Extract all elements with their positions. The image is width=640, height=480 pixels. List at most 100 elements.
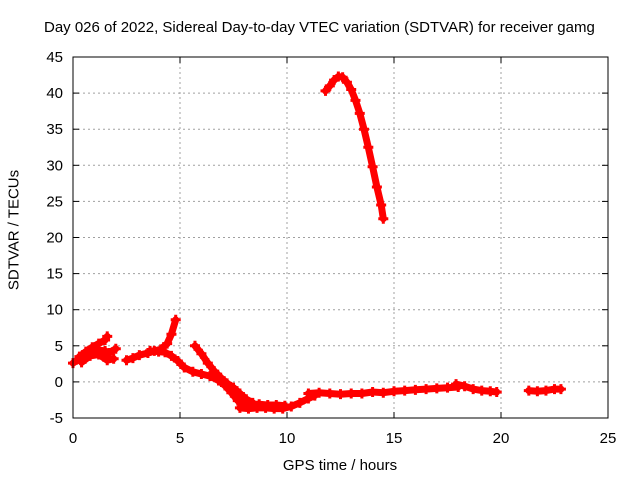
data-point-marker: [166, 329, 177, 340]
x-tick-label: 15: [386, 430, 403, 447]
data-point-marker: [350, 95, 361, 106]
data-point-marker: [451, 379, 462, 390]
y-tick-label: 45: [46, 49, 63, 66]
x-tick-label: 20: [493, 430, 510, 447]
data-point-marker: [162, 338, 173, 349]
data-point-marker: [320, 85, 331, 96]
data-point-marker: [346, 84, 357, 95]
data-point-marker: [341, 77, 352, 88]
plot-frame: [72, 56, 609, 419]
data-point-marker: [371, 181, 382, 192]
data-point-marker: [410, 384, 421, 395]
data-point-marker: [85, 350, 96, 361]
data-point-marker: [359, 124, 370, 135]
data-point-marker: [459, 381, 470, 392]
data-point-marker: [134, 350, 145, 361]
data-point-marker: [324, 80, 335, 91]
data-point-marker: [378, 387, 389, 398]
data-point-marker: [145, 345, 156, 356]
data-point-marker: [431, 383, 442, 394]
data-point-marker: [367, 387, 378, 398]
data-point-marker: [523, 385, 534, 396]
data-point-marker: [241, 394, 252, 405]
x-tick-label: 0: [69, 430, 77, 447]
data-point-marker: [389, 386, 399, 397]
x-tick-label: 25: [600, 430, 617, 447]
data-point-marker: [209, 366, 220, 377]
data-series-band: [191, 342, 257, 407]
data-point-marker: [356, 388, 367, 399]
y-axis-label: SDTVAR / TECUs: [5, 169, 23, 291]
data-point-marker: [93, 349, 104, 360]
data-point-marker: [367, 161, 378, 172]
y-tick-label: 25: [46, 193, 63, 210]
data-point-marker: [399, 385, 410, 396]
data-point-marker: [346, 388, 357, 399]
x-tick-label: 10: [279, 430, 296, 447]
y-tick-label: 40: [46, 85, 63, 102]
data-point-marker: [294, 397, 305, 408]
data-point-marker: [354, 108, 365, 119]
data-point-marker: [196, 348, 207, 359]
data-point-marker: [102, 331, 113, 342]
data-point-marker: [335, 389, 346, 400]
data-point-marker: [262, 400, 273, 411]
data-point-marker: [234, 388, 245, 399]
data-point-marker: [179, 362, 190, 373]
data-point-marker: [279, 400, 290, 411]
grid-lines: [73, 57, 608, 418]
y-tick-label: -5: [50, 410, 63, 427]
y-tick-label: 0: [55, 374, 63, 391]
data-point-marker: [108, 353, 119, 364]
data-point-marker: [376, 200, 387, 211]
data-point-marker: [234, 402, 245, 413]
data-point-marker: [254, 399, 265, 410]
data-point-marker: [337, 72, 348, 83]
data-point-marker: [204, 371, 215, 382]
y-tick-label: 10: [46, 302, 63, 319]
data-point-marker: [468, 384, 479, 395]
data-point-marker: [363, 142, 374, 153]
data-point-marker: [170, 314, 181, 325]
data-point-marker: [127, 353, 138, 364]
y-tick-label: 15: [46, 266, 63, 283]
y-tick-label: 30: [46, 157, 63, 174]
data-point-marker: [160, 347, 171, 358]
data-point-marker: [196, 368, 207, 379]
data-point-marker: [215, 372, 226, 383]
data-point-marker: [555, 384, 566, 395]
data-point-marker: [232, 395, 243, 406]
data-point-marker: [421, 384, 432, 395]
data-point-marker: [245, 399, 256, 410]
data-point-marker: [476, 385, 487, 396]
data-point-marker: [172, 355, 183, 366]
data-point-marker: [442, 382, 453, 393]
data-point-marker: [93, 338, 104, 349]
data-point-marker: [202, 358, 213, 369]
data-point-marker: [187, 366, 198, 377]
data-point-marker: [121, 355, 132, 366]
data-series: [68, 71, 566, 414]
data-point-marker: [228, 382, 239, 393]
data-point-marker: [189, 340, 200, 351]
data-point-marker: [540, 385, 551, 396]
data-point-marker: [87, 342, 98, 353]
x-tick-label: 5: [176, 430, 184, 447]
data-point-marker: [222, 378, 233, 389]
data-point-marker: [314, 387, 325, 398]
data-point-marker: [303, 388, 314, 399]
data-point-marker: [271, 400, 282, 411]
chart-title: Day 026 of 2022, Sidereal Day-to-day VTE…: [44, 19, 595, 36]
data-point-marker: [324, 388, 335, 399]
y-tick-label: 5: [55, 338, 63, 355]
data-point-marker: [76, 357, 87, 368]
x-axis-label: GPS time / hours: [282, 457, 398, 474]
data-point-marker: [532, 386, 543, 397]
data-point-marker: [378, 213, 389, 224]
data-point-marker: [491, 387, 502, 398]
data-point-marker: [166, 350, 177, 361]
y-tick-label: 35: [46, 121, 63, 138]
y-tick-label: 20: [46, 230, 63, 247]
data-point-marker: [110, 343, 121, 354]
